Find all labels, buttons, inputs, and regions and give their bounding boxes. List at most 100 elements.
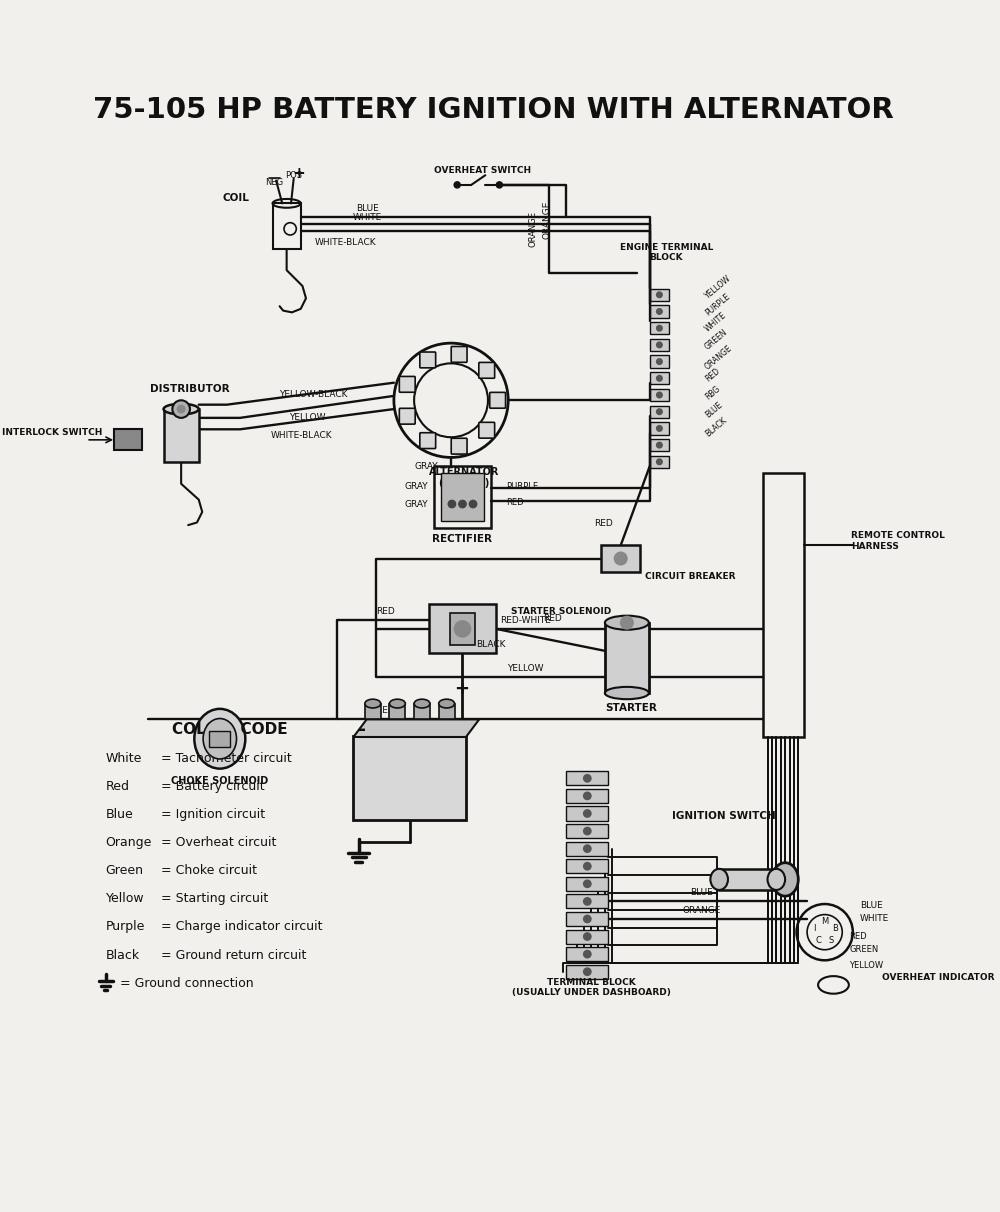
Bar xyxy=(650,338,669,351)
Text: YELLOW: YELLOW xyxy=(703,274,733,301)
Text: B: B xyxy=(832,925,838,933)
Bar xyxy=(566,947,608,961)
Circle shape xyxy=(656,375,663,382)
Text: RED: RED xyxy=(543,613,562,623)
Text: = Overheat circuit: = Overheat circuit xyxy=(161,836,276,848)
Bar xyxy=(601,545,640,572)
Circle shape xyxy=(656,458,663,465)
Circle shape xyxy=(177,405,186,413)
Text: RED: RED xyxy=(703,366,721,383)
Text: OVERHEAT INDICATOR: OVERHEAT INDICATOR xyxy=(882,973,994,983)
Ellipse shape xyxy=(605,687,649,699)
Circle shape xyxy=(454,182,460,188)
Text: CIRCUIT BREAKER: CIRCUIT BREAKER xyxy=(645,572,736,581)
Ellipse shape xyxy=(768,869,785,890)
Text: NEG: NEG xyxy=(265,178,283,187)
Text: White: White xyxy=(106,751,142,765)
FancyBboxPatch shape xyxy=(479,362,495,378)
Text: BLUE: BLUE xyxy=(703,400,724,419)
Bar xyxy=(566,859,608,874)
FancyBboxPatch shape xyxy=(399,408,415,424)
Bar xyxy=(605,623,649,693)
Text: GREEN: GREEN xyxy=(849,945,879,954)
Text: = Charge indicator circuit: = Charge indicator circuit xyxy=(161,920,322,933)
Text: RED-WHITE: RED-WHITE xyxy=(500,616,551,624)
Text: RED: RED xyxy=(594,519,613,528)
Text: M: M xyxy=(821,917,828,926)
Bar xyxy=(719,869,776,890)
Circle shape xyxy=(583,774,592,783)
Ellipse shape xyxy=(439,699,455,708)
Text: YELLOW: YELLOW xyxy=(289,413,326,422)
Text: BLUE: BLUE xyxy=(860,902,883,910)
Bar xyxy=(566,841,608,856)
Text: ORANGE: ORANGE xyxy=(682,905,721,915)
Text: BLACK: BLACK xyxy=(703,416,728,439)
Text: GREEN: GREEN xyxy=(369,707,401,715)
FancyBboxPatch shape xyxy=(399,377,415,393)
Circle shape xyxy=(656,308,663,315)
Text: BLUE: BLUE xyxy=(690,888,713,897)
Text: STARTER SOLENOID: STARTER SOLENOID xyxy=(511,607,611,616)
Text: BLACK: BLACK xyxy=(477,640,506,650)
Text: +: + xyxy=(454,680,469,698)
Bar xyxy=(650,406,669,418)
Bar xyxy=(650,322,669,335)
Circle shape xyxy=(614,551,628,566)
Text: GREEN: GREEN xyxy=(703,327,729,351)
FancyBboxPatch shape xyxy=(451,439,467,454)
Text: GRAY: GRAY xyxy=(414,462,438,470)
Text: COIL: COIL xyxy=(223,193,250,204)
Bar xyxy=(566,965,608,979)
Bar xyxy=(273,204,301,250)
Bar xyxy=(434,467,491,527)
Text: Yellow: Yellow xyxy=(106,892,144,905)
Text: 75-105 HP BATTERY IGNITION WITH ALTERNATOR: 75-105 HP BATTERY IGNITION WITH ALTERNAT… xyxy=(93,96,894,124)
Text: Blue: Blue xyxy=(106,808,133,821)
Bar xyxy=(763,473,804,737)
Text: RED: RED xyxy=(849,932,867,941)
Bar xyxy=(650,389,669,401)
Ellipse shape xyxy=(164,404,199,415)
Text: Purple: Purple xyxy=(106,920,145,933)
Bar xyxy=(650,372,669,384)
FancyBboxPatch shape xyxy=(490,393,506,408)
Text: CHOKE SOLENOID: CHOKE SOLENOID xyxy=(171,776,268,785)
Bar xyxy=(429,605,496,653)
Bar xyxy=(441,473,484,521)
FancyBboxPatch shape xyxy=(451,347,467,362)
Text: ORANGE: ORANGE xyxy=(542,201,551,239)
Circle shape xyxy=(656,391,663,399)
Circle shape xyxy=(583,932,592,941)
Text: Orange: Orange xyxy=(106,836,152,848)
Bar xyxy=(650,288,669,301)
Circle shape xyxy=(656,425,663,431)
Circle shape xyxy=(656,291,663,298)
Text: POS: POS xyxy=(285,171,302,179)
Text: +: + xyxy=(293,166,305,181)
Text: YELLOW: YELLOW xyxy=(849,961,883,970)
Text: GRAY: GRAY xyxy=(405,482,429,491)
Bar xyxy=(650,456,669,468)
Text: = Battery circuit: = Battery circuit xyxy=(161,779,265,793)
Ellipse shape xyxy=(772,863,798,896)
Text: = Choke circuit: = Choke circuit xyxy=(161,864,257,877)
Text: WHITE: WHITE xyxy=(703,310,728,333)
Circle shape xyxy=(583,897,592,905)
Text: RED: RED xyxy=(376,607,394,616)
Circle shape xyxy=(656,358,663,365)
Circle shape xyxy=(496,182,502,188)
Circle shape xyxy=(454,621,471,638)
Text: = Tachometer circuit: = Tachometer circuit xyxy=(161,751,292,765)
Circle shape xyxy=(656,342,663,348)
Bar xyxy=(650,422,669,435)
Text: PURPLE: PURPLE xyxy=(506,482,539,491)
Bar xyxy=(209,731,230,747)
Circle shape xyxy=(448,499,456,508)
Bar xyxy=(566,806,608,821)
Text: COLOR  CODE: COLOR CODE xyxy=(172,722,288,737)
FancyBboxPatch shape xyxy=(479,422,495,439)
Circle shape xyxy=(583,827,592,835)
Text: = Ground connection: = Ground connection xyxy=(120,977,253,990)
Text: ENGINE TERMINAL
BLOCK: ENGINE TERMINAL BLOCK xyxy=(620,242,713,262)
